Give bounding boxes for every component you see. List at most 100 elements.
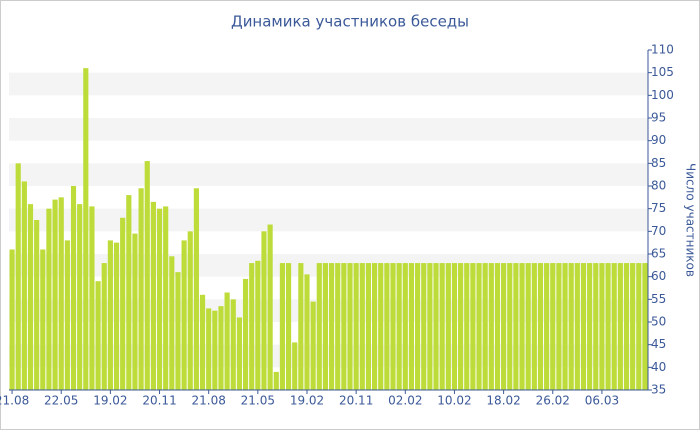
bar	[316, 263, 322, 390]
bar	[525, 263, 531, 390]
x-tick-label: 20.11	[339, 394, 373, 408]
y-tick-label: 85	[651, 156, 666, 170]
bar	[458, 263, 464, 390]
bar	[224, 292, 230, 390]
bar	[544, 263, 550, 390]
bar	[169, 256, 175, 390]
y-tick-label: 35	[651, 383, 666, 397]
x-tick-label: 06.03	[585, 394, 619, 408]
bar	[519, 263, 525, 390]
bar	[261, 231, 267, 390]
bar	[507, 263, 513, 390]
bar	[427, 263, 433, 390]
bar	[396, 263, 402, 390]
bar	[212, 310, 218, 390]
bar	[113, 242, 120, 390]
x-tick-label: 21.08	[0, 394, 29, 408]
bar	[21, 181, 27, 390]
x-tick-label: 10.02	[437, 394, 471, 408]
y-tick-label: 40	[651, 360, 666, 374]
y-tick-label: 50	[651, 315, 666, 329]
bar	[439, 263, 445, 390]
bar	[206, 308, 212, 390]
grid-band	[9, 254, 648, 277]
bar	[267, 224, 273, 390]
bar	[537, 263, 544, 390]
y-tick-label: 45	[651, 337, 666, 351]
bar	[328, 263, 335, 390]
bar	[126, 195, 132, 390]
bar	[15, 163, 21, 390]
bar	[242, 278, 249, 390]
bar	[562, 263, 568, 390]
bar	[390, 263, 396, 390]
bar	[365, 263, 372, 390]
y-tick-label: 110	[651, 43, 674, 57]
bar	[138, 188, 144, 390]
grid-band	[9, 118, 648, 141]
y-tick-label: 90	[651, 133, 666, 147]
y-tick-label: 65	[651, 247, 666, 261]
bar	[347, 263, 353, 390]
x-tick-label: 21.05	[241, 394, 275, 408]
bar	[378, 263, 384, 390]
x-tick-label: 19.02	[93, 394, 127, 408]
bar	[150, 201, 156, 390]
y-tick-label: 100	[651, 88, 674, 102]
bar	[642, 263, 648, 390]
bar	[70, 186, 77, 390]
bar	[255, 260, 261, 390]
bar	[77, 204, 83, 390]
bar	[322, 263, 329, 390]
grid-band	[9, 299, 648, 322]
bar	[470, 263, 476, 390]
y-tick-label: 105	[651, 65, 674, 79]
bar	[89, 206, 95, 390]
y-tick-label: 95	[651, 111, 666, 125]
bar	[421, 263, 427, 390]
bar	[249, 263, 255, 390]
y-tick-label: 60	[651, 269, 666, 283]
bar	[593, 263, 599, 390]
bar	[445, 263, 451, 390]
bar	[335, 263, 341, 390]
bar	[230, 299, 236, 390]
bar	[556, 263, 562, 390]
bar	[359, 263, 365, 390]
bar	[120, 217, 126, 390]
bar	[304, 274, 310, 390]
bar	[605, 263, 611, 390]
bar	[402, 263, 408, 390]
bar	[433, 263, 439, 390]
bar	[599, 263, 605, 390]
x-tick-label: 20.11	[142, 394, 176, 408]
bar	[384, 263, 390, 390]
bar	[64, 240, 70, 390]
y-tick-label: 80	[651, 179, 666, 193]
bar	[156, 208, 163, 390]
bar	[623, 263, 630, 390]
bar	[34, 220, 40, 390]
y-tick-label: 55	[651, 292, 666, 306]
bar	[488, 263, 494, 390]
bar	[273, 371, 279, 390]
bar	[58, 197, 64, 390]
x-tick-label: 19.02	[290, 394, 324, 408]
grid-band	[9, 208, 648, 232]
bar	[9, 249, 15, 390]
bar	[617, 263, 623, 390]
bar	[531, 263, 537, 390]
y-tick-label: 75	[651, 201, 666, 215]
bar	[310, 301, 316, 390]
y-tick-label: 70	[651, 224, 666, 238]
bar	[107, 240, 113, 390]
bar	[199, 294, 206, 390]
bar	[580, 263, 587, 390]
x-tick-label: 02.02	[388, 394, 422, 408]
x-tick-label: 26.02	[536, 394, 570, 408]
bar	[636, 263, 642, 390]
bar	[27, 204, 34, 390]
bar	[574, 263, 580, 390]
bar	[193, 188, 199, 390]
